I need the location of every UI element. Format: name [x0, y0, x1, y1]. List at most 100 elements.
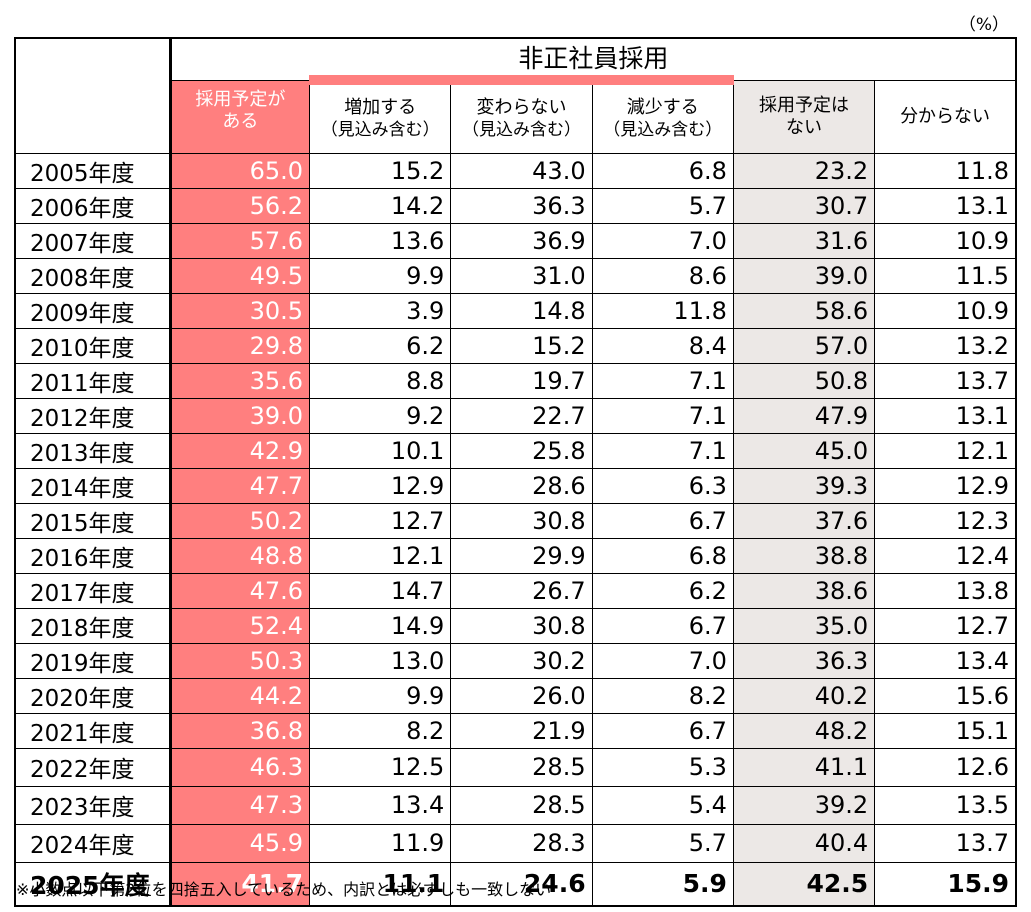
table-cell: 35.0: [732, 607, 876, 644]
table-cell: 15.2: [450, 327, 593, 364]
column-header-sub: （見込み含む）: [603, 119, 723, 140]
table-row: 2020年度 44.2 9.9 26.0 8.2 40.2 15.6: [13, 677, 1018, 714]
row-year-label: 2016年度: [13, 537, 171, 574]
table-row: 2012年度 39.0 9.2 22.7 7.1 47.9 13.1: [13, 397, 1018, 434]
row-year-label: 2009年度: [13, 292, 171, 329]
table-cell: 58.6: [732, 292, 876, 329]
column-header-4: 採用予定は ない: [732, 79, 876, 154]
table-cell: 40.2: [732, 677, 876, 714]
table-cell: 47.6: [168, 572, 311, 609]
table-cell: 3.9: [309, 292, 452, 329]
column-header-label: 変わらない: [476, 96, 567, 118]
table-row: 2005年度 65.0 15.2 43.0 6.8 23.2 11.8: [13, 152, 1018, 189]
table-row: 2016年度 48.8 12.1 29.9 6.8 38.8 12.4: [13, 537, 1018, 574]
footnote: ※小数点以下第2位を四捨五入しているため、内訳とは必ずしも一致しない: [16, 880, 552, 899]
table-cell: 23.2: [732, 152, 876, 189]
table-cell: 30.8: [450, 502, 593, 539]
table-cell: 7.0: [591, 222, 734, 259]
table-cell: 12.7: [874, 607, 1018, 644]
table-cell: 30.2: [450, 642, 593, 679]
table-cell: 13.8: [874, 572, 1018, 609]
column-header-row: 採用予定が ある 増加する （見込み含む） 変わらない （見込み含む） 減少する （見込み含…: [15, 75, 1018, 154]
table-row: 2007年度 57.6 13.6 36.9 7.0 31.6 10.9: [13, 222, 1018, 259]
table-cell: 13.7: [874, 823, 1018, 863]
table-cell: 7.1: [591, 432, 734, 469]
table-cell: 26.7: [450, 572, 593, 609]
table-cell: 6.2: [309, 327, 452, 364]
row-year-label: 2025年度: [13, 861, 171, 907]
column-header-label: 採用予定は ない: [758, 94, 849, 138]
table-cell: 11.8: [591, 292, 734, 329]
table-cell: 8.2: [309, 712, 452, 749]
table-cell: 25.8: [450, 432, 593, 469]
table-cell: 46.3: [168, 747, 311, 787]
table-cell: 45.0: [732, 432, 876, 469]
row-year-label: 2019年度: [13, 642, 171, 679]
table-row: 2018年度 52.4 14.9 30.8 6.7 35.0 12.7: [13, 607, 1018, 644]
table-cell: 43.0: [450, 152, 593, 189]
table-cell: 13.5: [874, 785, 1018, 825]
table-cell: 30.8: [450, 607, 593, 644]
table-cell: 29.9: [450, 537, 593, 574]
table-row: 2013年度 42.9 10.1 25.8 7.1 45.0 12.1: [13, 432, 1018, 469]
table-cell: 19.7: [450, 362, 593, 399]
table-cell: 12.3: [874, 502, 1018, 539]
column-header-label: 採用予定が ある: [195, 88, 286, 132]
row-year-label: 2010年度: [13, 327, 171, 364]
table-cell: 8.6: [591, 257, 734, 294]
table-cell: 50.8: [732, 362, 876, 399]
table-row: 2011年度 35.6 8.8 19.7 7.1 50.8 13.7: [13, 362, 1018, 399]
column-header-sub: （見込み含む）: [461, 119, 581, 140]
survey-table: 非正社員採用 採用予定が ある 増加する （見込み含む） 変わらない （見込み含む） 減少…: [13, 37, 1018, 907]
table-cell: 50.3: [168, 642, 311, 679]
table-cell: 39.3: [732, 467, 876, 504]
row-year-label: 2006年度: [13, 187, 171, 224]
row-year-label: 2020年度: [13, 677, 171, 714]
row-year-label: 2015年度: [13, 502, 171, 539]
table-cell: 36.3: [732, 642, 876, 679]
row-year-label: 2018年度: [13, 607, 171, 644]
table-cell: 15.2: [309, 152, 452, 189]
table-cell: 36.3: [450, 187, 593, 224]
table-cell: 45.9: [168, 823, 311, 863]
table-cell: 10.9: [874, 292, 1018, 329]
table-cell: 5.7: [591, 187, 734, 224]
table-cell: 12.1: [309, 537, 452, 574]
table-row: 2010年度 29.8 6.2 15.2 8.4 57.0 13.2: [13, 327, 1018, 364]
table-cell: 8.8: [309, 362, 452, 399]
table-cell: 5.3: [591, 747, 734, 787]
table-cell: 5.4: [591, 785, 734, 825]
unit-label: （%）: [958, 15, 1009, 35]
table-cell: 22.7: [450, 397, 593, 434]
table-cell: 48.2: [732, 712, 876, 749]
table-cell: 31.6: [732, 222, 876, 259]
table-cell: 6.8: [591, 152, 734, 189]
table-row: 2009年度 30.5 3.9 14.8 11.8 58.6 10.9: [13, 292, 1018, 329]
row-year-label: 2007年度: [13, 222, 171, 259]
table-cell: 12.6: [874, 747, 1018, 787]
column-header-2: 変わらない （見込み含む）: [450, 75, 593, 154]
column-header-label: 増加する: [344, 96, 417, 118]
table-row: 2008年度 49.5 9.9 31.0 8.6 39.0 11.5: [13, 257, 1018, 294]
row-year-label: 2024年度: [13, 823, 171, 863]
table-cell: 13.0: [309, 642, 452, 679]
table-cell: 11.9: [309, 823, 452, 863]
table-cell: 38.8: [732, 537, 876, 574]
table-cell: 13.4: [309, 785, 452, 825]
table-cell: 12.1: [874, 432, 1018, 469]
row-year-label: 2017年度: [13, 572, 171, 609]
table-cell: 6.3: [591, 467, 734, 504]
table-cell: 41.1: [732, 747, 876, 787]
table-cell: 6.8: [591, 537, 734, 574]
table-cell: 47.3: [168, 785, 311, 825]
table-cell: 65.0: [168, 152, 311, 189]
table-cell: 12.5: [309, 747, 452, 787]
table-cell: 7.1: [591, 362, 734, 399]
table-cell: 13.1: [874, 187, 1018, 224]
table-row: 2021年度 36.8 8.2 21.9 6.7 48.2 15.1: [13, 712, 1018, 749]
row-year-label: 2008年度: [13, 257, 171, 294]
row-year-label: 2011年度: [13, 362, 171, 399]
row-year-label: 2014年度: [13, 467, 171, 504]
table-cell: 6.7: [591, 712, 734, 749]
table-cell: 8.4: [591, 327, 734, 364]
